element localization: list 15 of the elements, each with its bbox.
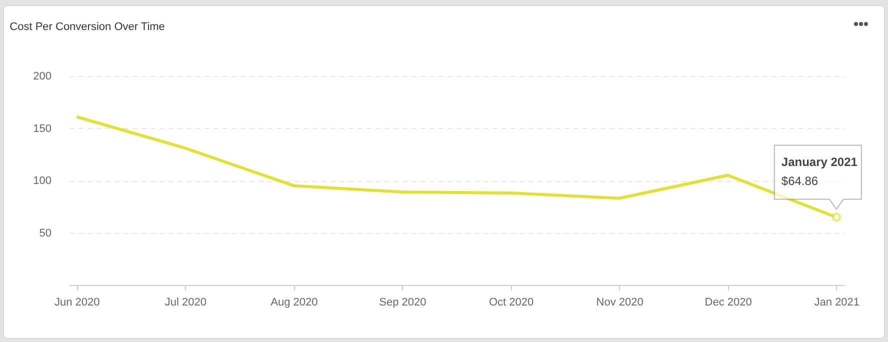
x-tick-label: Jun 2020 — [54, 296, 100, 308]
y-tick-label: 100 — [33, 175, 52, 187]
y-tick-label: 200 — [33, 70, 52, 82]
x-tick-label: Sep 2020 — [379, 296, 426, 308]
x-tick-label: Jan 2021 — [814, 296, 860, 308]
y-tick-label: 150 — [33, 122, 52, 135]
x-tick-label: Dec 2020 — [704, 296, 752, 308]
annotation: $64.86 — [781, 174, 818, 188]
x-tick-label: Oct 2020 — [488, 296, 534, 308]
y-tick-label: 50 — [39, 227, 52, 240]
x-tick-label: Aug 2020 — [270, 296, 318, 308]
annotation: January 2021 — [781, 155, 858, 170]
chart-title: Cost Per Conversion Over Time — [10, 21, 165, 33]
x-tick-label: Jul 2020 — [164, 296, 206, 308]
x-tick-label: Nov 2020 — [596, 296, 644, 308]
